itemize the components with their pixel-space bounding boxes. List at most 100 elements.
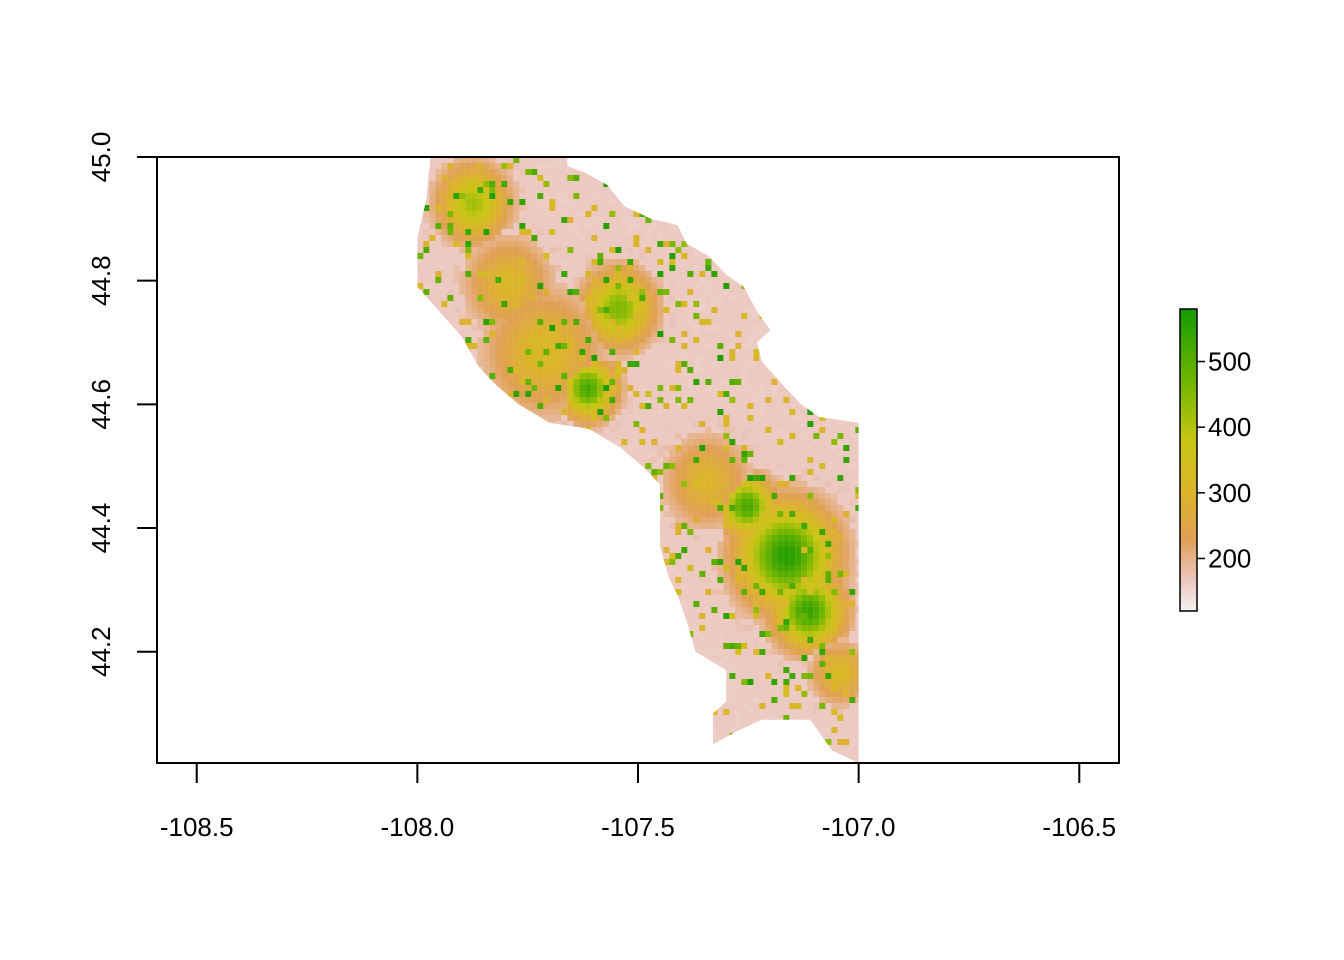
raster-cell (663, 169, 670, 175)
raster-cell (621, 169, 628, 175)
raster-cell (537, 397, 544, 403)
raster-cell (681, 403, 688, 409)
raster-cell (477, 235, 484, 241)
raster-cell (495, 247, 502, 253)
raster-cell (489, 313, 496, 319)
raster-cell (807, 523, 814, 529)
raster-cell (795, 613, 802, 619)
raster-cell (621, 175, 628, 181)
legend-color-step (1180, 424, 1197, 428)
raster-cell (801, 619, 808, 625)
raster-cell (519, 277, 526, 283)
raster-cell (711, 487, 718, 493)
raster-cell (417, 163, 424, 169)
raster-cell (459, 613, 466, 619)
raster-cell (687, 499, 694, 505)
raster-cell (837, 433, 844, 439)
raster-cell (675, 577, 682, 583)
raster-cell (423, 175, 430, 181)
raster-cell (489, 253, 496, 259)
raster-cell (507, 523, 514, 529)
raster-cell (447, 667, 454, 673)
raster-cell (561, 211, 568, 217)
raster-cell (681, 241, 688, 247)
raster-cell (735, 343, 742, 349)
raster-cell (849, 529, 856, 535)
raster-cell (513, 577, 520, 583)
raster-cell (585, 349, 592, 355)
raster-cell (537, 229, 544, 235)
raster-cell (591, 565, 598, 571)
raster-cell (459, 223, 466, 229)
raster-cell (483, 427, 490, 433)
raster-cell (747, 343, 754, 349)
raster-cell (687, 295, 694, 301)
raster-cell (807, 607, 814, 613)
raster-cell (549, 745, 556, 751)
raster-cell (597, 505, 604, 511)
raster-cell (777, 553, 784, 559)
raster-cell (717, 187, 724, 193)
raster-cell (693, 697, 700, 703)
raster-cell (621, 451, 628, 457)
raster-cell (519, 373, 526, 379)
raster-cell (771, 529, 778, 535)
raster-cell (567, 661, 574, 667)
raster-cell (855, 349, 859, 355)
raster-cell (723, 175, 730, 181)
raster-cell (645, 361, 652, 367)
raster-cell (489, 205, 496, 211)
raster-cell (813, 673, 820, 679)
raster-cell (711, 709, 718, 715)
raster-cell (459, 247, 466, 253)
raster-cell (741, 415, 748, 421)
raster-cell (783, 487, 790, 493)
raster-cell (687, 181, 694, 187)
raster-cell (735, 577, 742, 583)
raster-cell (579, 709, 586, 715)
raster-cell (603, 361, 610, 367)
raster-cell (543, 253, 550, 259)
raster-cell (471, 157, 478, 163)
raster-cell (795, 637, 802, 643)
raster-cell (423, 607, 430, 613)
raster-cell (771, 589, 778, 595)
raster-cell (579, 547, 586, 553)
raster-cell (765, 595, 772, 601)
raster-cell (441, 511, 448, 517)
raster-cell (549, 409, 556, 415)
raster-cell (441, 205, 448, 211)
raster-cell (753, 517, 760, 523)
raster-cell (435, 625, 442, 631)
raster-cell (483, 691, 490, 697)
raster-cell (849, 571, 856, 577)
raster-cell (633, 205, 640, 211)
raster-cell (747, 511, 754, 517)
raster-cell (639, 349, 646, 355)
raster-cell (495, 727, 502, 733)
raster-cell (585, 373, 592, 379)
raster-cell (657, 625, 664, 631)
raster-cell (789, 553, 796, 559)
raster-cell (423, 559, 430, 565)
raster-cell (573, 163, 580, 169)
raster-cell (789, 181, 796, 187)
raster-cell (441, 649, 448, 655)
raster-cell (807, 673, 814, 679)
raster-cell (429, 679, 436, 685)
raster-cell (645, 619, 652, 625)
raster-cell (855, 271, 859, 277)
raster-cell (729, 499, 736, 505)
raster-cell (471, 187, 478, 193)
raster-cell (639, 205, 646, 211)
raster-cell (519, 307, 526, 313)
raster-cell (843, 571, 850, 577)
raster-cell (675, 385, 682, 391)
raster-cell (687, 745, 694, 751)
x-tick-label: -108.0 (380, 812, 454, 842)
raster-cell (585, 727, 592, 733)
raster-cell (771, 565, 778, 571)
raster-cell (777, 505, 784, 511)
raster-cell (603, 751, 610, 757)
raster-cell (495, 361, 502, 367)
